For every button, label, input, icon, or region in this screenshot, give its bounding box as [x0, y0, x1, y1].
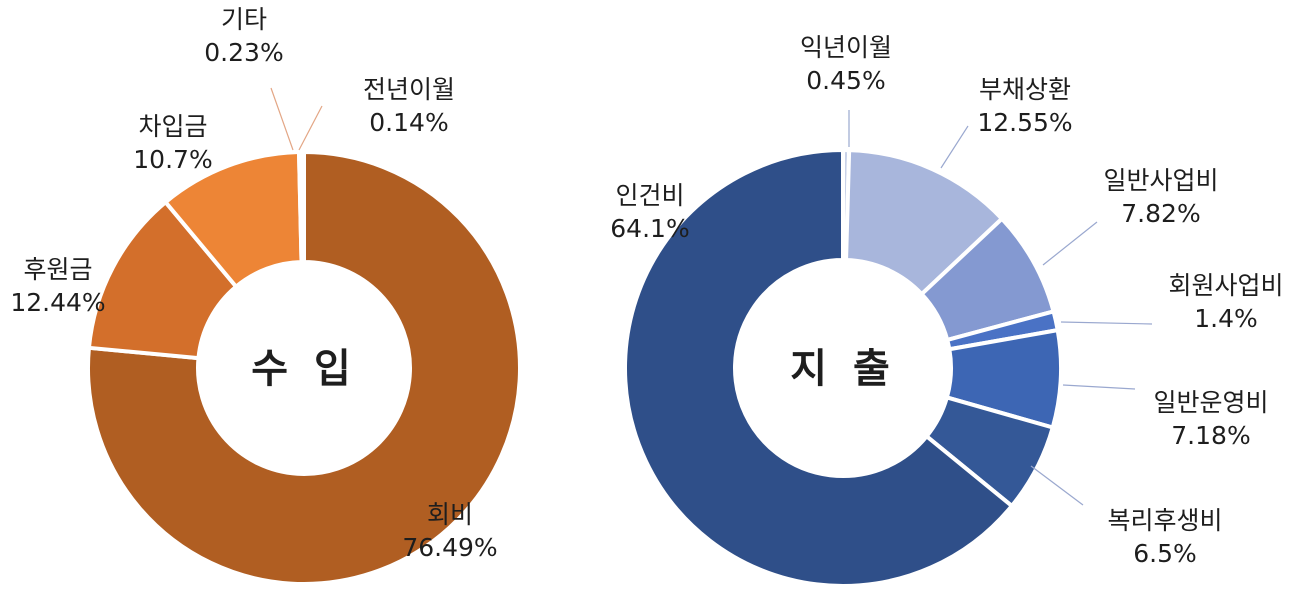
slice-value-label: 0.14%	[369, 108, 448, 137]
income-donut-chart: 회비 76.49% 후원금 12.44% 차입금 10.7% 기타 0.23% 전년이월 0.14…	[10, 5, 522, 586]
leader-line-1-4	[1062, 384, 1136, 390]
slice-category-label: 기타	[221, 5, 267, 34]
slice-category-label: 회원사업비	[1168, 271, 1283, 300]
slice-value-label: 12.44%	[10, 288, 105, 317]
donut-slice-0-0	[86, 150, 522, 586]
donut-center-title: 수 입	[251, 346, 357, 392]
leader-line-1-2	[1042, 221, 1098, 266]
leader-line-1-1	[940, 125, 969, 169]
expense-donut-chart: 익년이월 0.45% 부채상환 12.55% 일반사업비 7.82% 회원사업비 1.4% 일반…	[610, 33, 1284, 588]
slice-value-label: 76.49%	[402, 533, 497, 562]
slice-value-label: 0.45%	[806, 66, 885, 95]
slice-category-label: 일반운영비	[1153, 388, 1268, 417]
slice-value-label: 6.5%	[1133, 539, 1197, 568]
slice-value-label: 10.7%	[133, 145, 212, 174]
leader-line-0-3	[270, 87, 294, 151]
leader-line-0-4	[298, 105, 323, 151]
slice-category-label: 익년이월	[800, 33, 892, 62]
slice-value-label: 1.4%	[1194, 304, 1258, 333]
slice-category-label: 전년이월	[363, 75, 455, 104]
slice-category-label: 일반사업비	[1103, 166, 1218, 195]
slice-value-label: 7.82%	[1121, 199, 1200, 228]
leader-line-1-3	[1060, 321, 1153, 325]
slice-category-label: 회비	[427, 500, 473, 529]
slice-category-label: 인건비	[615, 181, 684, 210]
slice-category-label: 부채상환	[979, 75, 1071, 104]
slice-value-label: 0.23%	[204, 38, 283, 67]
slice-category-label: 후원금	[23, 255, 92, 284]
slice-category-label: 복리후생비	[1107, 506, 1222, 535]
leader-line-1-5	[1030, 465, 1084, 506]
slice-category-label: 차입금	[138, 112, 207, 141]
donut-center-title: 지 출	[790, 346, 896, 392]
slice-value-label: 12.55%	[977, 108, 1072, 137]
donut-slice-0-4	[300, 149, 306, 265]
slice-value-label: 7.18%	[1171, 421, 1250, 450]
slice-value-label: 64.1%	[610, 214, 689, 243]
donut-slice-1-6	[623, 148, 1014, 588]
